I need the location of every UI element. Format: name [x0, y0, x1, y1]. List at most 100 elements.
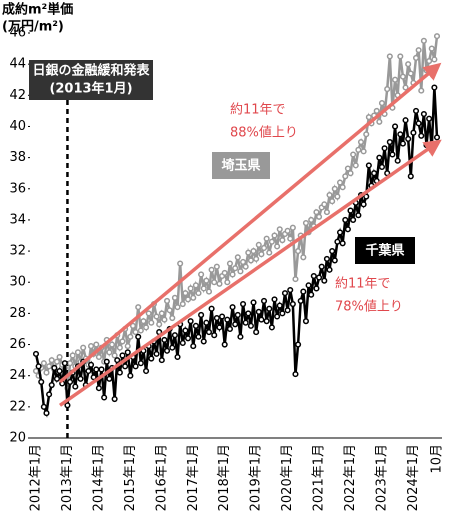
point	[418, 87, 425, 94]
point	[350, 216, 357, 223]
point	[208, 266, 215, 273]
point	[378, 163, 386, 171]
point	[399, 73, 406, 80]
point	[132, 363, 139, 370]
point	[158, 310, 165, 317]
point	[284, 307, 291, 314]
point	[163, 347, 171, 354]
point	[276, 226, 283, 233]
point	[56, 367, 63, 375]
point	[415, 47, 422, 54]
point	[378, 100, 386, 107]
point	[279, 237, 286, 244]
point	[195, 290, 202, 297]
x-tick-label: 2021年1月	[312, 444, 327, 511]
y-axis-title: 成約m²単価	[2, 2, 73, 18]
point	[274, 243, 281, 250]
point	[43, 369, 50, 376]
point	[119, 352, 126, 359]
point	[347, 170, 354, 177]
point	[266, 249, 273, 256]
point	[108, 341, 116, 348]
point	[323, 255, 330, 262]
point	[224, 279, 231, 286]
point	[101, 394, 108, 401]
trend-arrow	[59, 139, 442, 407]
point	[184, 296, 192, 303]
point	[216, 324, 223, 331]
point	[302, 219, 310, 227]
point	[190, 343, 197, 350]
point	[198, 271, 205, 278]
point	[137, 360, 144, 367]
legend-box	[355, 237, 415, 264]
point	[271, 232, 278, 239]
point	[392, 123, 399, 130]
x-tick-label: 2015年1月	[123, 444, 138, 511]
point	[260, 297, 268, 304]
point	[242, 319, 249, 326]
y-tick-label: 28	[9, 306, 26, 321]
point	[357, 138, 365, 146]
x-tick-label: 2014年1月	[91, 444, 106, 511]
point	[93, 366, 100, 373]
point	[87, 343, 95, 350]
point	[116, 369, 123, 376]
point	[213, 315, 220, 322]
point	[418, 132, 425, 139]
point	[334, 193, 341, 200]
point	[318, 263, 325, 270]
point	[48, 381, 55, 389]
point	[140, 318, 147, 325]
point	[284, 227, 291, 234]
x-tick-label: 2020年1月	[280, 444, 295, 511]
point	[148, 319, 155, 326]
point	[268, 238, 275, 245]
point	[161, 336, 168, 343]
point	[124, 349, 131, 356]
point	[114, 357, 121, 364]
event-label: 日銀の金融緩和発表	[32, 63, 150, 79]
point	[253, 255, 260, 262]
point	[376, 154, 383, 161]
point	[260, 244, 268, 252]
point	[221, 269, 228, 276]
point	[184, 335, 192, 342]
point	[169, 315, 176, 322]
point	[371, 170, 378, 177]
point	[316, 274, 323, 281]
point	[148, 355, 155, 362]
point	[329, 198, 336, 205]
point	[38, 378, 45, 385]
point	[399, 140, 406, 147]
point	[72, 383, 79, 390]
point	[67, 378, 74, 385]
point	[174, 304, 181, 311]
point	[245, 310, 252, 317]
point	[281, 290, 289, 297]
point	[35, 363, 42, 370]
point	[339, 184, 346, 191]
point	[229, 304, 236, 311]
point	[237, 268, 244, 275]
point	[203, 277, 210, 284]
point	[402, 117, 409, 124]
x-tick-label: 2013年1月	[60, 444, 75, 511]
point	[431, 84, 438, 91]
y-tick-label: 32	[9, 244, 26, 259]
point	[276, 302, 283, 309]
legend-label: 埼玉県	[221, 158, 260, 174]
y-tick-label: 38	[9, 150, 26, 165]
point	[245, 249, 252, 256]
point	[392, 76, 399, 83]
point	[200, 285, 207, 292]
point	[153, 350, 160, 357]
point	[240, 300, 247, 308]
point	[334, 238, 341, 245]
point	[347, 207, 354, 214]
point	[156, 321, 163, 328]
point	[410, 129, 417, 136]
point	[182, 290, 189, 297]
point	[308, 291, 315, 298]
point	[226, 260, 233, 267]
